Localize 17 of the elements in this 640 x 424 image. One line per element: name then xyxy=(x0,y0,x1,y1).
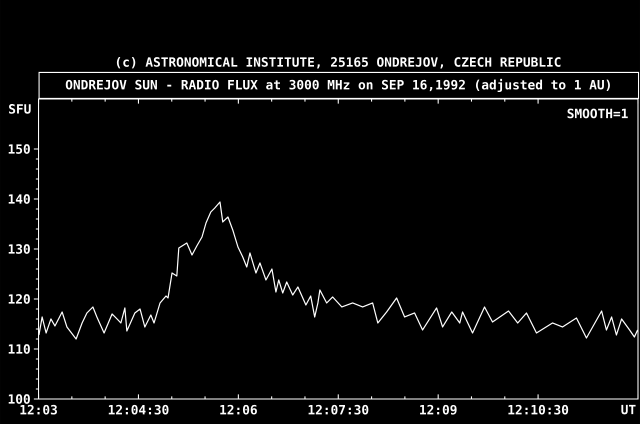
y-tick-label: 140 xyxy=(8,194,30,204)
x-tick-label: 12:09 xyxy=(420,404,457,415)
y-tick-label: 100 xyxy=(8,394,30,404)
x-tick-label: UT xyxy=(621,404,636,414)
y-axis-title: SFU xyxy=(9,104,31,114)
x-tick-label: 12:10:30 xyxy=(508,404,568,415)
text: (c) ASTRONOMICAL INSTITUTE, 25165 ONDREJOV, CZECH REPUBLIC xyxy=(116,56,560,68)
x-tick-label: 12:07:30 xyxy=(308,404,368,415)
x-tick-label: 12:04:30 xyxy=(108,404,169,415)
y-tick-label: 120 xyxy=(8,294,30,304)
chart-title: ONDREJOV SUN - RADIO FLUX at 3000 MHz on SEP 16,1992 (adjusted to 1 AU) xyxy=(66,78,610,92)
y-tick-label: 110 xyxy=(8,344,30,354)
y-tick-label: 130 xyxy=(8,244,30,254)
x-tick-label: 12:03 xyxy=(20,404,57,415)
annotation: SMOOTH=1 xyxy=(568,108,628,118)
x-tick-label: 12:06 xyxy=(220,404,257,415)
y-tick-label: 150 xyxy=(8,144,30,154)
